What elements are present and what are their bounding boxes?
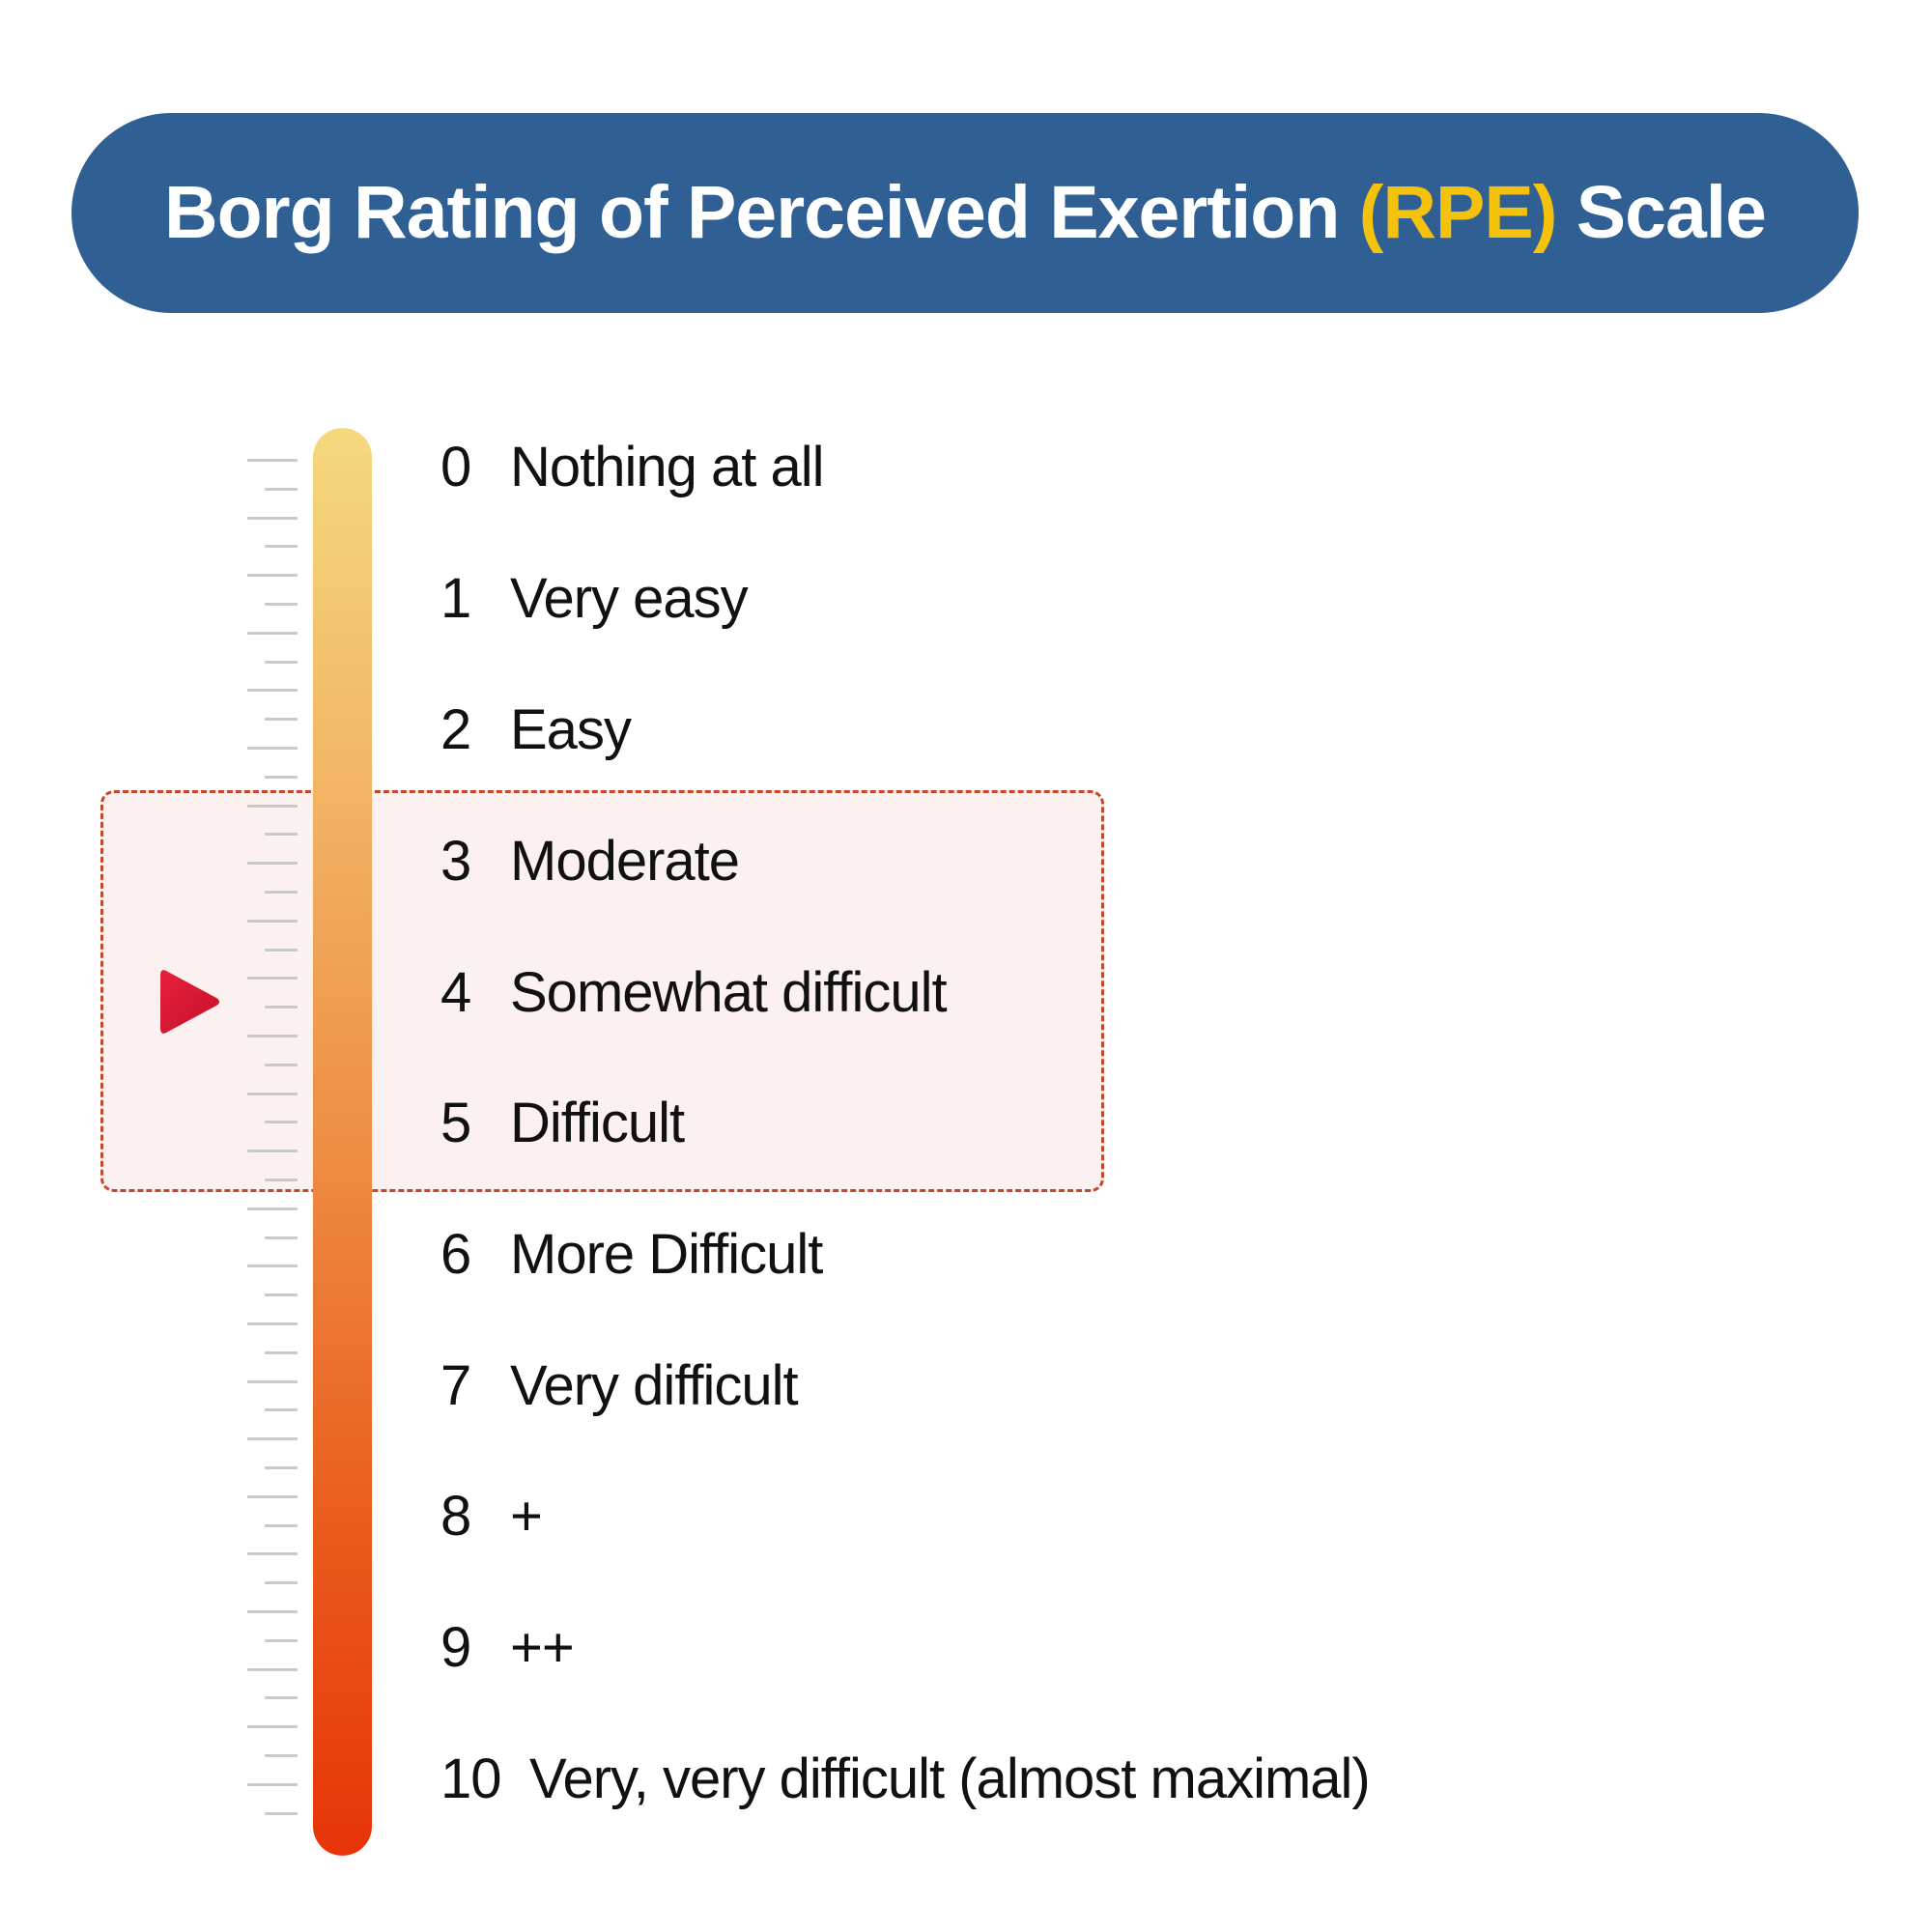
title-banner: Borg Rating of Perceived Exertion (RPE) … (71, 113, 1859, 313)
level-number: 2 (440, 697, 471, 761)
ruler-tick (265, 1524, 298, 1527)
ruler-tick (247, 805, 298, 808)
ruler-tick (247, 862, 298, 865)
level-label: ++ (510, 1615, 575, 1679)
ruler-tick (265, 1293, 298, 1296)
ruler-tick (247, 574, 298, 577)
level-number: 4 (440, 960, 471, 1024)
ruler-tick (247, 1093, 298, 1095)
highlight-range-box (100, 790, 1104, 1192)
ruler-tick (265, 1408, 298, 1411)
level-label: Somewhat difficult (510, 960, 948, 1024)
level-label: Easy (510, 697, 632, 761)
ruler-tick (247, 977, 298, 980)
level-label: Very difficult (510, 1353, 799, 1417)
tick-ruler (247, 0, 298, 1932)
level-label: + (510, 1484, 543, 1548)
ruler-tick (265, 1121, 298, 1123)
level-label: Very easy (510, 566, 749, 630)
ruler-tick (265, 1581, 298, 1584)
level-label: Very, very difficult (almost maximal) (529, 1747, 1371, 1810)
level-row-6: 6 More Difficult (440, 1215, 823, 1293)
ruler-tick (247, 1264, 298, 1267)
level-row-10: 10 Very, very difficult (almost maximal) (440, 1740, 1371, 1817)
ruler-tick (265, 1466, 298, 1469)
ruler-tick (265, 1812, 298, 1815)
ruler-tick (247, 747, 298, 750)
level-number: 3 (440, 829, 471, 893)
level-row-2: 2 Easy (440, 691, 632, 768)
ruler-tick (265, 1236, 298, 1239)
level-label: Difficult (510, 1091, 685, 1154)
ruler-tick (247, 1380, 298, 1383)
level-row-3: 3 Moderate (440, 822, 740, 899)
ruler-tick (247, 1783, 298, 1786)
level-number: 6 (440, 1222, 471, 1286)
ruler-tick (265, 661, 298, 664)
ruler-tick (247, 1437, 298, 1440)
ruler-tick (265, 1064, 298, 1066)
level-row-4: 4 Somewhat difficult (440, 953, 948, 1031)
ruler-tick (265, 1696, 298, 1699)
ruler-tick (247, 1610, 298, 1613)
level-row-1: 1 Very easy (440, 559, 749, 637)
level-number: 1 (440, 566, 471, 630)
ruler-tick (247, 517, 298, 520)
level-number: 0 (440, 435, 471, 498)
level-label: Nothing at all (510, 435, 825, 498)
ruler-tick (265, 488, 298, 491)
level-row-7: 7 Very difficult (440, 1347, 799, 1424)
level-row-5: 5 Difficult (440, 1084, 685, 1161)
level-number: 9 (440, 1615, 471, 1679)
level-label: More Difficult (510, 1222, 823, 1286)
level-number: 5 (440, 1091, 471, 1154)
ruler-tick (265, 833, 298, 836)
ruler-tick (265, 1639, 298, 1642)
level-row-9: 9 ++ (440, 1608, 575, 1686)
ruler-tick (265, 1179, 298, 1181)
ruler-tick (265, 1351, 298, 1354)
level-label: Moderate (510, 829, 740, 893)
title-end: Scale (1576, 171, 1767, 254)
gradient-scale-bar (313, 428, 372, 1856)
ruler-tick (265, 603, 298, 606)
ruler-tick (247, 1725, 298, 1728)
ruler-tick (265, 718, 298, 721)
level-row-8: 8 + (440, 1477, 543, 1554)
level-row-0: 0 Nothing at all (440, 428, 825, 505)
ruler-tick (247, 1035, 298, 1037)
ruler-tick (247, 1150, 298, 1152)
ruler-tick (247, 689, 298, 692)
level-number: 7 (440, 1353, 471, 1417)
ruler-tick (265, 1006, 298, 1009)
ruler-tick (247, 1322, 298, 1325)
ruler-tick (265, 1754, 298, 1757)
title-accent: (RPE) (1358, 171, 1558, 254)
ruler-tick (247, 920, 298, 923)
level-number: 10 (440, 1747, 502, 1810)
page-title: Borg Rating of Perceived Exertion (RPE) … (163, 170, 1767, 256)
ruler-tick (265, 949, 298, 952)
ruler-tick (247, 632, 298, 635)
ruler-tick (265, 545, 298, 548)
ruler-tick (247, 1668, 298, 1671)
ruler-tick (247, 1208, 298, 1210)
ruler-tick (247, 1552, 298, 1555)
ruler-tick (247, 1495, 298, 1498)
level-number: 8 (440, 1484, 471, 1548)
ruler-tick (247, 459, 298, 462)
ruler-tick (265, 891, 298, 894)
pointer-arrow-icon (160, 970, 219, 1034)
ruler-tick (265, 776, 298, 779)
title-main: Borg Rating of Perceived Exertion (163, 171, 1340, 254)
